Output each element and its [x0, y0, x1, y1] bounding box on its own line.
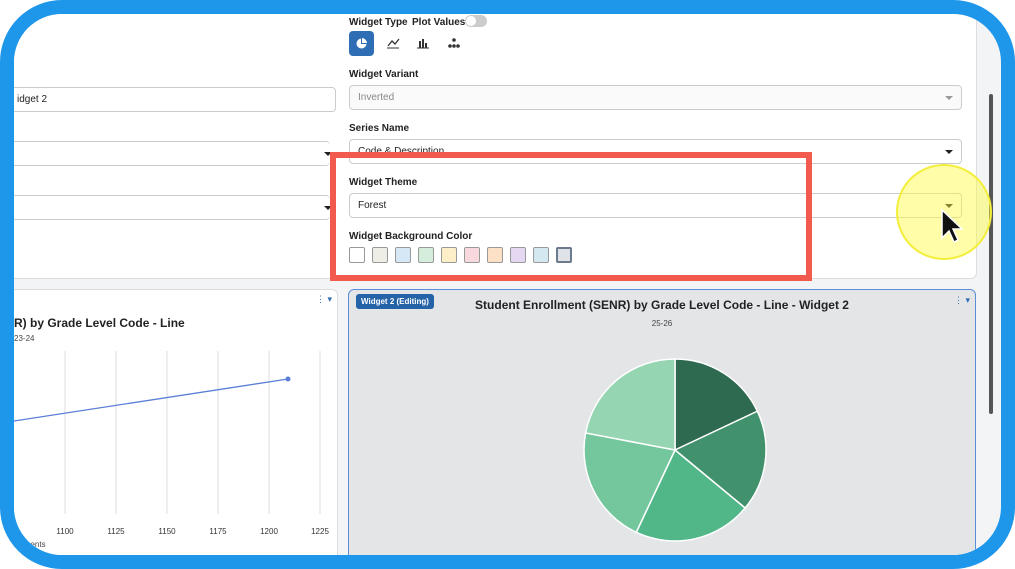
- label: Widget Variant: [349, 69, 419, 80]
- swatch[interactable]: [441, 247, 457, 263]
- x-tick-label: 1225: [311, 527, 329, 536]
- editing-badge: Widget 2 (Editing): [356, 294, 434, 309]
- pie-slice: [583, 432, 677, 534]
- highlight-box: [330, 152, 812, 281]
- swatch[interactable]: [418, 247, 434, 263]
- swatch[interactable]: [464, 247, 480, 263]
- select-value: Code & Description: [358, 146, 445, 157]
- widget-title: R) by Grade Level Code - Line: [14, 316, 185, 330]
- scrollbar[interactable]: [989, 94, 993, 414]
- label: Widget Background Color: [349, 231, 473, 242]
- x-tick-label: 1175: [209, 527, 227, 536]
- cursor: [941, 208, 964, 244]
- swatch[interactable]: [372, 247, 388, 263]
- swatch[interactable]: [556, 247, 572, 263]
- pie-type-button[interactable]: [349, 31, 374, 56]
- text-input[interactable]: idget 2: [14, 87, 336, 112]
- series-point: [285, 376, 291, 382]
- swatch[interactable]: [395, 247, 411, 263]
- pie-chart: Student Enrollment (SENR) by Grade Level…: [475, 298, 849, 542]
- swatch[interactable]: [487, 247, 503, 263]
- x-tick-label: 1150: [158, 527, 176, 536]
- x-tick-label: 1125: [107, 527, 125, 536]
- select[interactable]: [14, 141, 330, 166]
- input-value: idget 2: [17, 94, 48, 105]
- pie-slice: [673, 410, 767, 510]
- swatch[interactable]: [510, 247, 526, 263]
- chart-title: Student Enrollment (SENR) by Grade Level…: [475, 298, 849, 312]
- widget-menu[interactable]: ⋮ ▾: [316, 294, 333, 304]
- type-icons[interactable]: [384, 34, 474, 54]
- pie-slice: [635, 448, 747, 542]
- select[interactable]: Code & Description: [349, 139, 962, 164]
- select[interactable]: Forest: [349, 193, 962, 218]
- swatch[interactable]: [349, 247, 365, 263]
- toggle[interactable]: [465, 15, 487, 27]
- label: Series Name: [349, 123, 410, 134]
- swatch[interactable]: [533, 247, 549, 263]
- chart-subtitle: 25-26: [652, 319, 673, 328]
- label: Widget Type: [349, 17, 408, 28]
- widget-subtitle: 23-24: [14, 334, 35, 343]
- x-tick-label: 1200: [260, 527, 278, 536]
- left-chart: R) by Grade Level Code - Line 23-24 ⋮ ▾ …: [14, 294, 333, 549]
- select[interactable]: [14, 195, 330, 220]
- label: Plot Values: [412, 17, 466, 28]
- select[interactable]: Inverted: [349, 85, 962, 110]
- pie-slice: [584, 358, 676, 451]
- x-tick-label: 1100: [56, 527, 74, 536]
- series-line: [14, 378, 289, 422]
- widget-menu[interactable]: ⋮ ▾: [954, 295, 971, 305]
- x-axis-label: nents: [26, 540, 46, 549]
- left-widget: [14, 289, 338, 555]
- select-value: Forest: [358, 200, 387, 211]
- select-value: Inverted: [358, 92, 395, 103]
- label: Widget Theme: [349, 177, 418, 188]
- pie-slice: [674, 358, 759, 452]
